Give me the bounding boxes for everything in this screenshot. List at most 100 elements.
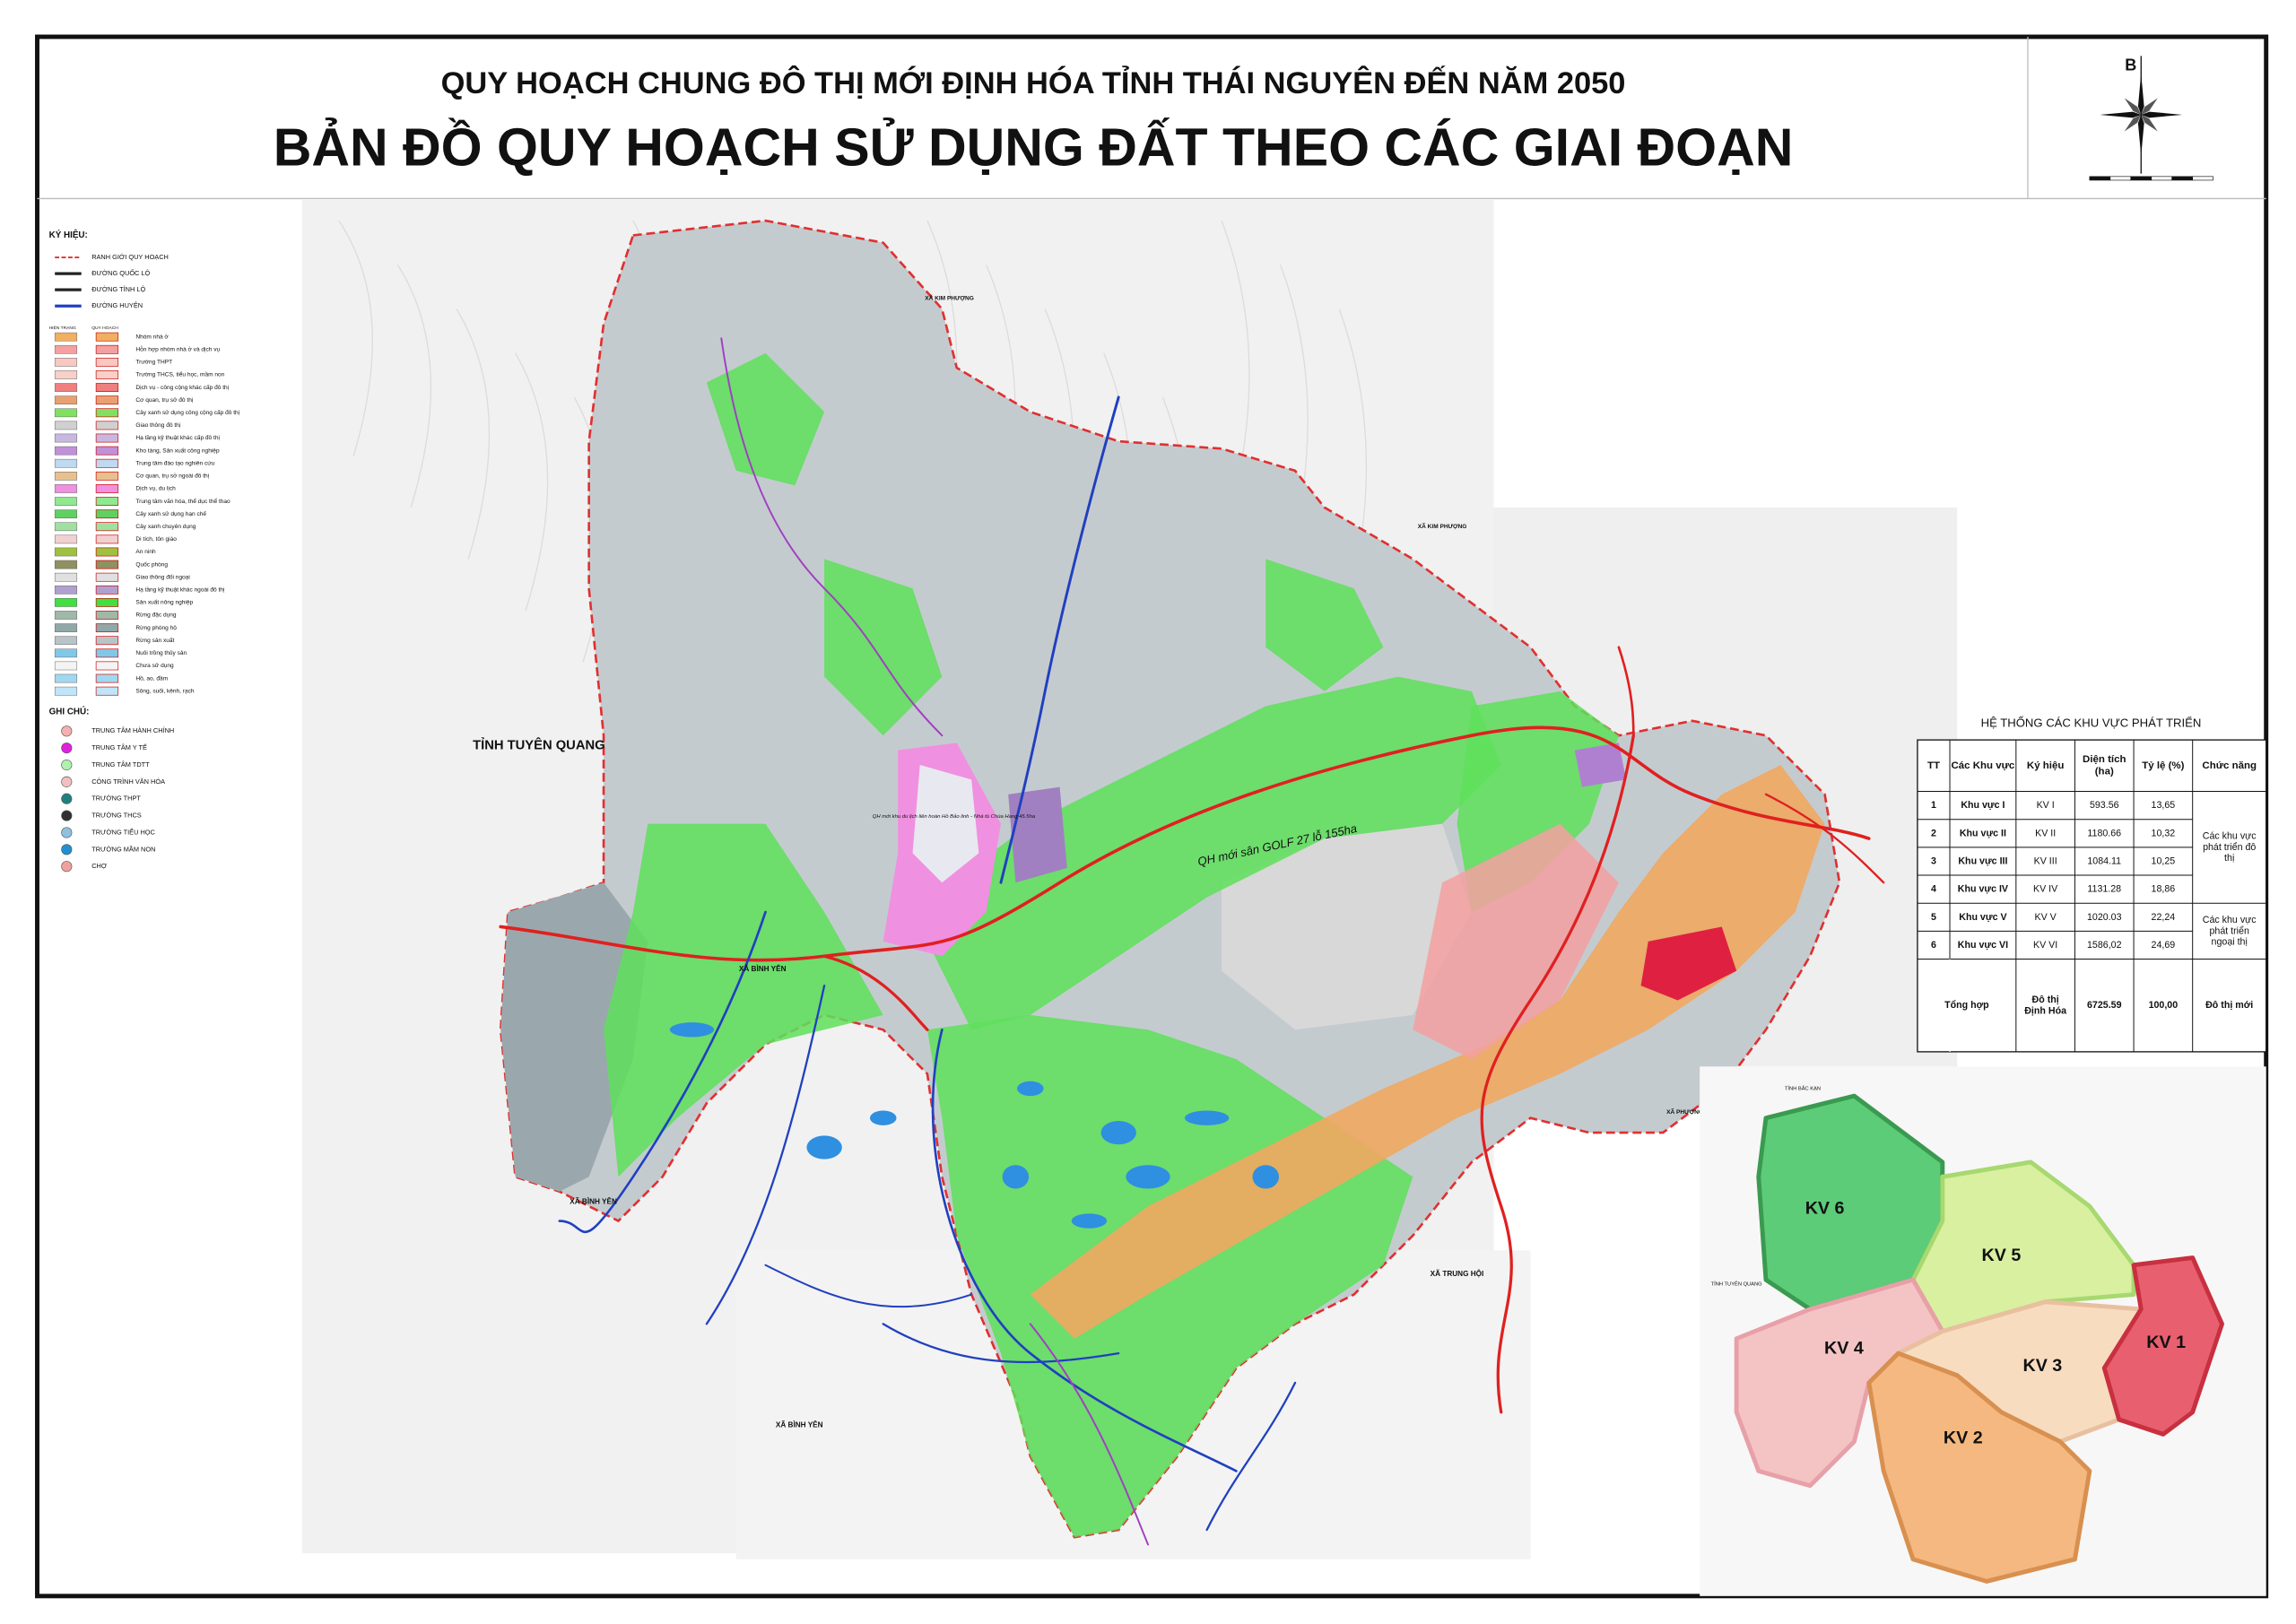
inset-place: TỈNH BẮC KẠN: [1785, 1084, 1821, 1091]
table-cell: 1: [1931, 800, 1936, 811]
legend-swatch: [95, 673, 119, 683]
legend-title: KÝ HIỆU:: [49, 230, 88, 240]
table-cell: KV IV: [2033, 883, 2058, 894]
legend-label: Quốc phòng: [135, 560, 168, 568]
legend-label: Trung tâm đào tạo nghiên cứu: [135, 460, 214, 466]
table-cell: 100,00: [2149, 1000, 2179, 1011]
table-cell: 1084.11: [2087, 855, 2121, 866]
table-cell: 4: [1931, 883, 1936, 894]
table-cell: KV V: [2034, 912, 2057, 923]
table-cell: Khu vực II: [1960, 828, 2006, 838]
legend-label: Cây xanh sử dụng công cộng cấp đô thị: [135, 408, 239, 416]
legend-swatch: [54, 332, 78, 342]
road: [931, 1028, 1238, 1472]
water-body: [806, 1135, 842, 1159]
note-label: CÔNG TRÌNH VĂN HÓA: [91, 777, 165, 786]
note-label: TRƯỜNG THCS: [91, 812, 142, 820]
mixed-zone: [1413, 823, 1619, 1060]
note-label: TRƯỜNG TIỂU HỌC: [91, 828, 155, 836]
note-symbol: [61, 810, 73, 821]
inset-zone-label: KV 3: [2022, 1356, 2062, 1376]
note-symbol: [61, 759, 73, 771]
legend-label: Rừng sản xuất: [135, 636, 174, 644]
legend-swatch: [95, 395, 119, 405]
table-cell: Diện tích (ha): [2083, 754, 2126, 777]
contour: [456, 308, 491, 560]
legend-label: Dịch vụ - công cộng khác cấp đô thị: [135, 383, 229, 391]
legend-label: Dịch vụ, du lịch: [135, 486, 176, 492]
legend-swatch: [54, 686, 78, 696]
legend-swatch: [95, 383, 119, 393]
table-cell: Các khu vực phát triển ngoại thị: [2203, 915, 2257, 948]
water-body: [1017, 1081, 1044, 1097]
place-label: QH mới khu du lịch liên hoàn Hồ Bảo linh…: [873, 813, 1036, 820]
legend-label: Rừng đặc dụng: [135, 612, 177, 619]
road: [999, 395, 1120, 884]
note-symbol: [61, 793, 73, 804]
table-cell: Chức năng: [2202, 760, 2257, 771]
legend-label: Rừng phòng hộ: [135, 625, 177, 631]
scale-bar: [2109, 176, 2132, 181]
place-label: XÃ PHƯỢNG TIẾN: [1666, 1107, 1718, 1116]
compass-point: [2100, 111, 2142, 118]
legend-swatch: [95, 572, 119, 582]
inset-zone: [1910, 1159, 2136, 1334]
map-furniture: QUY HOẠCH CHUNG ĐÔ THỊ MỚI ĐỊNH HÓA TỈNH…: [35, 34, 2269, 1599]
inset-zone-label: KV 2: [1944, 1429, 1983, 1448]
map-title: BẢN ĐỒ QUY HOẠCH SỬ DỤNG ĐẤT THEO CÁC GI…: [274, 117, 1794, 178]
legend-label: Hạ tầng kỹ thuật khác cấp đô thị: [135, 433, 220, 441]
legend-swatch: [95, 433, 119, 443]
place-label: XÃ BÌNH YÊN: [570, 1195, 617, 1205]
legend-column: HIỆN TRẠNG: [49, 324, 76, 331]
legend-swatch: [54, 648, 78, 658]
inset-place: TỈNH TUYÊN QUANG: [1711, 1281, 1762, 1288]
legend-swatch: [54, 395, 78, 405]
table-cell: 6725.59: [2087, 1000, 2122, 1011]
note-label: CHỢ: [91, 862, 108, 870]
legend-swatch: [54, 509, 78, 518]
water-body: [1185, 1110, 1230, 1125]
table-frame: [1917, 739, 2267, 1053]
legend-label: Trung tâm văn hóa, thể dục thể thao: [135, 498, 230, 505]
forest-dark: [500, 882, 648, 1192]
legend-swatch: [95, 623, 119, 633]
legend-label: Cây xanh chuyên dụng: [135, 524, 196, 530]
legend-swatch: [54, 598, 78, 607]
place-label: XÃ BÌNH YÊN: [776, 1420, 823, 1429]
agriculture-zone: [1265, 559, 1384, 691]
road: [1205, 1381, 1297, 1532]
legend-swatch: [95, 408, 119, 418]
note-label: TRƯỜNG MẦM NON: [91, 844, 155, 853]
legend-swatch: [54, 408, 78, 418]
notes-title: GHI CHÚ:: [49, 707, 90, 717]
legend-swatch: [95, 344, 119, 354]
legend-swatch: [54, 673, 78, 683]
road: [1617, 646, 1635, 737]
legend-swatch: [54, 497, 78, 506]
road: [1764, 793, 1885, 884]
water-body: [1002, 1165, 1030, 1189]
map-subtitle: QUY HOẠCH CHUNG ĐÔ THỊ MỚI ĐỊNH HÓA TỈNH…: [441, 65, 1626, 100]
note-label: TRUNG TÂM TDTT: [91, 760, 150, 769]
table-cell: KV III: [2034, 855, 2057, 866]
legend-label: Kho tàng, Sản xuất công nghiệp: [135, 446, 220, 454]
legend-swatch: [95, 370, 119, 379]
compass-north: B: [2125, 56, 2136, 74]
inset-zone-label: KV 5: [1982, 1246, 2022, 1265]
legend-swatch: [54, 534, 78, 544]
urban-belt: [1030, 765, 1825, 1339]
legend-label: An ninh: [135, 549, 156, 555]
table-cell: 13,65: [2152, 800, 2176, 811]
water-body: [669, 1022, 715, 1038]
inset-zone-label: KV 6: [1805, 1199, 1845, 1219]
table-cell: 1180.66: [2087, 828, 2121, 838]
contour: [338, 220, 373, 456]
legend-swatch: [54, 484, 78, 493]
legend-label: Giao thông đô thị: [135, 422, 180, 429]
legend-label: Hồ, ao, đầm: [135, 673, 168, 682]
note-symbol: [61, 827, 73, 838]
legend-swatch: [54, 547, 78, 557]
place-label: XÃ KIM PHƯỢNG: [925, 294, 974, 302]
legend-swatch: [54, 471, 78, 481]
legend-label: Sản xuất nông nghiệp: [135, 598, 193, 606]
